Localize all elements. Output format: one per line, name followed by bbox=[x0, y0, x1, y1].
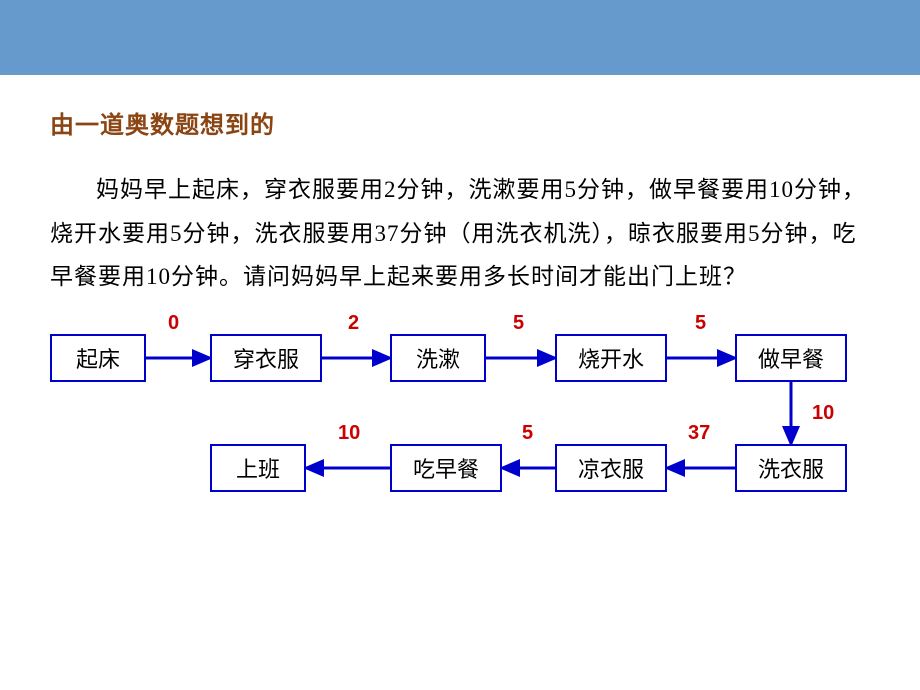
edge-label-n7-n8: 10 bbox=[338, 422, 360, 445]
node-n8: 上班 bbox=[210, 444, 306, 492]
node-n6: 凉衣服 bbox=[555, 444, 667, 492]
node-n1: 穿衣服 bbox=[210, 334, 322, 382]
edge-label-n6-n7: 5 bbox=[522, 422, 533, 445]
node-n5: 洗衣服 bbox=[735, 444, 847, 492]
edge-label-n4-n5: 10 bbox=[812, 402, 834, 425]
header-band bbox=[0, 0, 920, 75]
body-text: 妈妈早上起床，穿衣服要用2分钟，洗漱要用5分钟，做早餐要用10分钟，烧开水要用5… bbox=[50, 168, 870, 299]
node-n2: 洗漱 bbox=[390, 334, 486, 382]
edge-label-n2-n3: 5 bbox=[513, 312, 524, 335]
node-n0: 起床 bbox=[50, 334, 146, 382]
node-n3: 烧开水 bbox=[555, 334, 667, 382]
edge-label-n0-n1: 0 bbox=[168, 312, 179, 335]
flowchart: 起床穿衣服洗漱烧开水做早餐洗衣服凉衣服吃早餐上班02551037510 bbox=[50, 334, 870, 534]
slide-content: 由一道奥数题想到的 妈妈早上起床，穿衣服要用2分钟，洗漱要用5分钟，做早餐要用1… bbox=[0, 75, 920, 534]
edge-label-n5-n6: 37 bbox=[688, 422, 710, 445]
node-n7: 吃早餐 bbox=[390, 444, 502, 492]
edge-label-n1-n2: 2 bbox=[348, 312, 359, 335]
edge-label-n3-n4: 5 bbox=[695, 312, 706, 335]
title: 由一道奥数题想到的 bbox=[50, 105, 870, 140]
node-n4: 做早餐 bbox=[735, 334, 847, 382]
